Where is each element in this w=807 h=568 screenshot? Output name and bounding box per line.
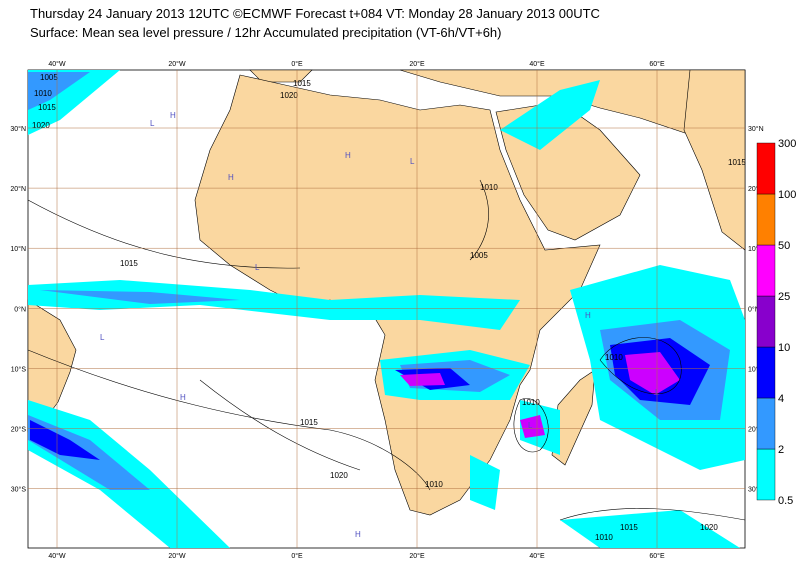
colorbar-label: 50 xyxy=(778,240,790,252)
isobar-label: 1010 xyxy=(34,89,52,98)
colorbar-segment xyxy=(756,397,776,450)
precip-area xyxy=(28,70,745,548)
lon-label: 0°E xyxy=(291,60,303,68)
lat-label: 20°S xyxy=(11,426,27,434)
colorbar-label: 300 xyxy=(778,138,796,150)
isobar-label: 1015 xyxy=(300,418,318,427)
title: Thursday 24 January 2013 12UTC ©ECMWF Fo… xyxy=(30,6,600,21)
pressure-center: H xyxy=(585,311,591,320)
pressure-center: L xyxy=(255,263,260,272)
colorbar-label: 100 xyxy=(778,189,796,201)
pressure-center: H xyxy=(355,530,361,539)
lat-label: 0°N xyxy=(14,305,26,313)
pressure-center: H xyxy=(170,111,176,120)
precip-area xyxy=(28,72,730,490)
lon-label: 20°W xyxy=(168,552,186,560)
isobar-label: 1005 xyxy=(40,73,58,82)
lat-label: 10°N xyxy=(10,245,26,253)
lat-label: 30°N xyxy=(10,125,26,133)
isobar-label: 1020 xyxy=(280,91,298,100)
colorbar-segment xyxy=(756,244,776,297)
lon-label: 40°E xyxy=(529,552,545,560)
isobar-label: 1010 xyxy=(605,353,623,362)
lat-label: 20°S xyxy=(748,426,764,434)
lon-label: 60°E xyxy=(649,552,665,560)
subtitle: Surface: Mean sea level pressure / 12hr … xyxy=(30,25,502,40)
isobar-label: 1015 xyxy=(38,103,56,112)
isobar-label: 1020 xyxy=(330,471,348,480)
lon-label: 20°W xyxy=(168,60,186,68)
pressure-center: H xyxy=(345,151,351,160)
pressure-center: H xyxy=(180,393,186,402)
map: 1005 1010 1015 1020 1015 1020 1015 1010 … xyxy=(27,69,746,549)
isobar-label: 1020 xyxy=(700,523,718,532)
lat-label: 0°N xyxy=(748,305,760,313)
colorbar-segment xyxy=(756,295,776,348)
colorbar-segment xyxy=(756,142,776,195)
isobar-label: 1015 xyxy=(620,523,638,532)
colorbar-label: 4 xyxy=(778,393,784,405)
isobar-label: 1010 xyxy=(425,480,443,489)
lon-label: 60°E xyxy=(649,60,665,68)
isobar-label: 1010 xyxy=(595,533,613,542)
colorbar-label: 2 xyxy=(778,444,784,456)
lat-label: 10°S xyxy=(748,365,764,373)
pressure-center: H xyxy=(228,173,234,182)
lon-label: 20°E xyxy=(409,552,425,560)
isobar-label: 1015 xyxy=(120,259,138,268)
india xyxy=(683,69,746,251)
lon-label: 0°E xyxy=(291,552,303,560)
lon-label: 40°W xyxy=(48,552,66,560)
colorbar-label: 25 xyxy=(778,291,790,303)
lat-label: 20°N xyxy=(10,185,26,193)
pressure-center: L xyxy=(528,421,533,430)
isobar-label: 1010 xyxy=(522,398,540,407)
precip-area xyxy=(400,352,680,438)
colorbar-label: 10 xyxy=(778,342,790,354)
lat-label: 30°S xyxy=(11,486,27,494)
pressure-center: L xyxy=(655,388,660,397)
colorbar-label: 0.5 xyxy=(778,495,793,507)
lat-label: 20°N xyxy=(748,185,764,193)
lat-label: 30°S xyxy=(748,486,764,494)
pressure-center: L xyxy=(100,333,105,342)
colorbar-segment xyxy=(756,448,776,501)
isobar-label: 1015 xyxy=(293,79,311,88)
pressure-center: L xyxy=(410,157,415,166)
lon-label: 20°E xyxy=(409,60,425,68)
lat-label: 10°N xyxy=(748,245,764,253)
isobar xyxy=(27,179,746,521)
precip-area xyxy=(30,338,710,460)
isobar-label: 1005 xyxy=(470,251,488,260)
lat-label: 10°S xyxy=(11,365,27,373)
lat-label: 30°N xyxy=(748,125,764,133)
colorbar-segment xyxy=(756,193,776,246)
isobar-label: 1020 xyxy=(32,121,50,130)
colorbar-segment xyxy=(756,346,776,399)
isobar-label: 1015 xyxy=(728,158,746,167)
pressure-center: L xyxy=(150,119,155,128)
lon-label: 40°W xyxy=(48,60,66,68)
isobar-label: 1010 xyxy=(480,183,498,192)
lon-label: 40°E xyxy=(529,60,545,68)
